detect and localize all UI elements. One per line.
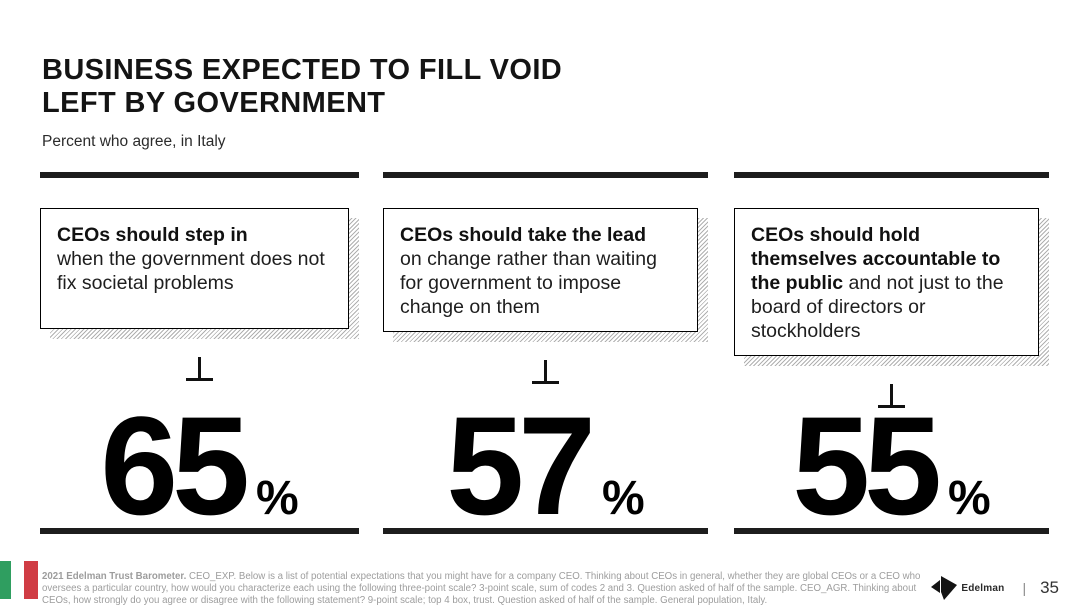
- perpendicular-marker-icon: [186, 357, 213, 381]
- statement-card: CEOs should step in when the government …: [40, 208, 349, 329]
- subtitle: Percent who agree, in Italy: [42, 133, 226, 150]
- footer-separator: |: [1022, 580, 1027, 596]
- top-rule: [734, 172, 1049, 178]
- statement-card-wrap: CEOs should take the lead on change rath…: [383, 208, 708, 342]
- title-line-2: LEFT BY GOVERNMENT: [42, 87, 386, 119]
- statement-card-wrap: CEOs should step in when the government …: [40, 208, 359, 339]
- perpendicular-marker-icon: [532, 360, 559, 384]
- flag-stripe-green: [0, 561, 11, 599]
- stat-value: 57%: [383, 396, 708, 580]
- page-number: 35: [1040, 578, 1059, 597]
- statement-body: when the government does not fix societa…: [57, 248, 325, 294]
- statement-card: CEOs should take the lead on change rath…: [383, 208, 698, 332]
- stat-number: 65: [100, 387, 250, 544]
- flag-stripe-white: [11, 561, 24, 599]
- footnote-source-bold: 2021 Edelman Trust Barometer.: [42, 571, 187, 582]
- stat-column-2: CEOs should take the lead on change rath…: [383, 172, 708, 536]
- edelman-logo-icon: [931, 576, 958, 600]
- statement-heading: CEOs should step in: [57, 224, 248, 246]
- statement-card-wrap: CEOs should hold themselves accountable …: [734, 208, 1049, 366]
- statement-card: CEOs should hold themselves accountable …: [734, 208, 1039, 356]
- stat-value: 55%: [734, 396, 1049, 580]
- footnote-text: CEO_EXP. Below is a list of potential ex…: [42, 571, 921, 606]
- flag-stripe-red: [24, 561, 38, 599]
- stat-value: 65%: [40, 396, 359, 580]
- title-line-1: BUSINESS EXPECTED TO FILL VOID: [42, 54, 563, 86]
- stat-number: 57: [446, 387, 596, 544]
- stat-number: 55: [792, 387, 942, 544]
- footnote: 2021 Edelman Trust Barometer. CEO_EXP. B…: [42, 571, 937, 607]
- stat-column-1: CEOs should step in when the government …: [40, 172, 359, 536]
- bottom-rule: [734, 528, 1049, 534]
- brand-area: Edelman | 35: [931, 574, 1059, 602]
- italy-flag-icon: [0, 561, 38, 599]
- percent-sign: %: [602, 472, 645, 525]
- brand-name: Edelman: [961, 582, 1005, 594]
- top-rule: [383, 172, 708, 178]
- statement-heading: CEOs should take the lead: [400, 224, 646, 246]
- bottom-rule: [383, 528, 708, 534]
- percent-sign: %: [948, 472, 991, 525]
- top-rule: [40, 172, 359, 178]
- perpendicular-marker-icon: [878, 384, 905, 408]
- bottom-rule: [40, 528, 359, 534]
- stat-column-3: CEOs should hold themselves accountable …: [734, 172, 1049, 536]
- page-title: BUSINESS EXPECTED TO FILL VOID LEFT BY G…: [42, 54, 562, 120]
- statement-body: and not just to the board of directors o…: [751, 272, 1004, 342]
- statement-heading: CEOs should hold themselves accountable …: [751, 224, 1001, 294]
- statement-body: on change rather than waiting for govern…: [400, 248, 657, 318]
- percent-sign: %: [256, 472, 299, 525]
